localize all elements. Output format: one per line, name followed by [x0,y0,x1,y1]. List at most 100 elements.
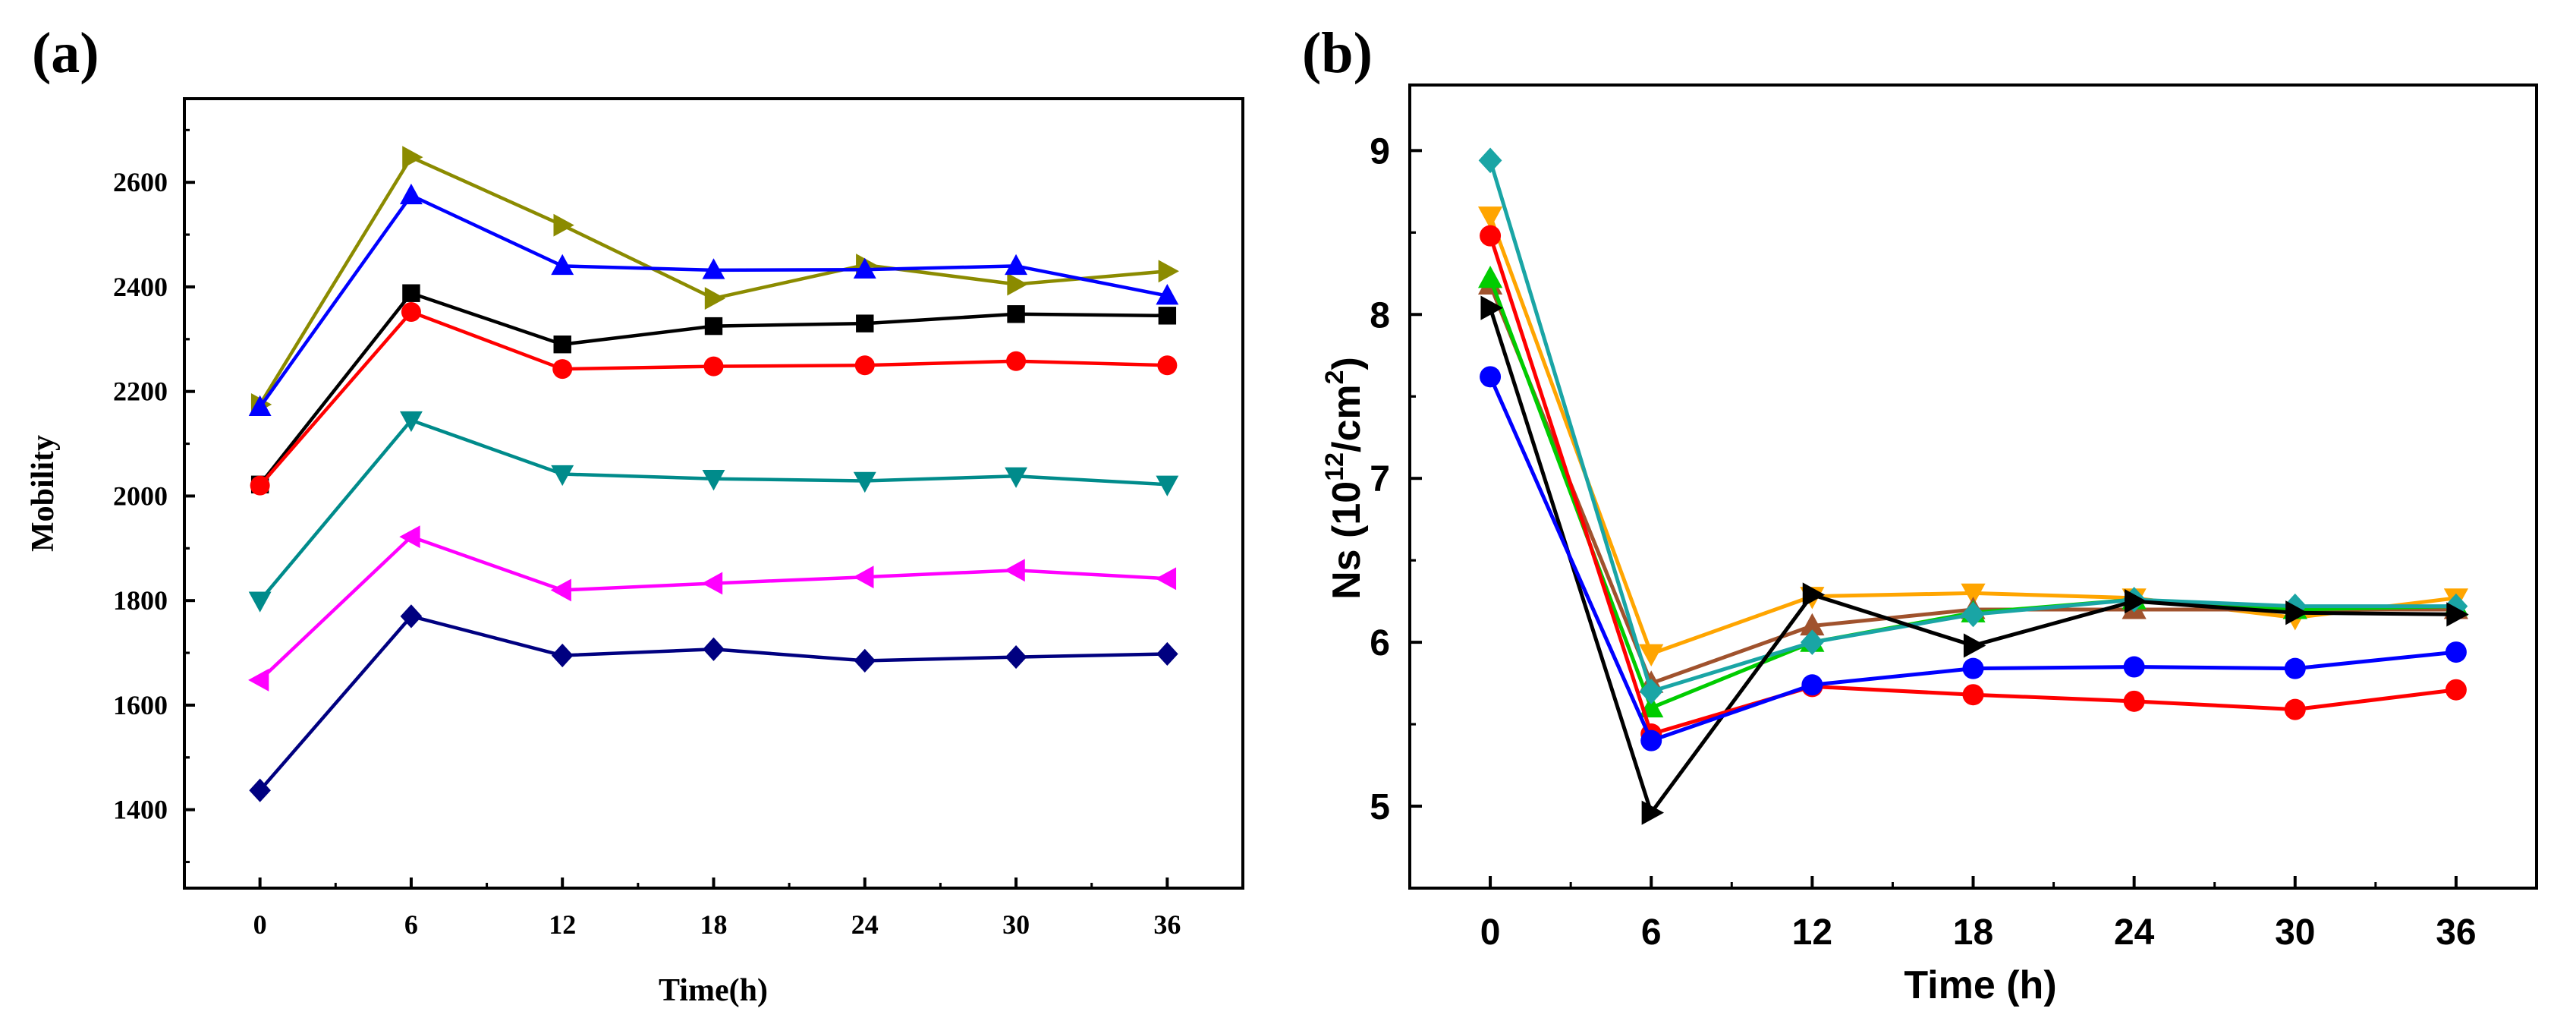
panel-a-y-tick-label: 1600 [113,690,168,720]
panel-a-series-magenta-point [550,578,571,602]
panel-a-y-tick-label: 2400 [113,272,168,302]
panel-a-series-teal-point [1156,475,1179,496]
panel-b-series-black-point [1480,295,1503,320]
panel-a-series-red-line [258,310,1168,487]
panel-b-series-blue-point [1640,729,1662,751]
panel-a-series-magenta-point [701,572,723,595]
panel-b-series-blue-point [2123,656,2145,678]
panel-b-y-axis-label: Ns (1012/cm2) [1320,357,1369,600]
panel-a-series-teal-line [258,418,1168,602]
panel-a-y-tick-label: 1400 [113,795,168,825]
panel-a-series-navy-point [1156,641,1178,666]
panel-a-series-blue-point [1156,284,1179,305]
panel-b-series-blue-point [2445,641,2467,663]
panel-b-series-blue [1480,366,2467,751]
panel-a-plot-frame [183,97,1244,890]
panel-a-x-tick-label: 0 [253,909,267,940]
panel-a-y-axis-label: Mobility [26,435,61,552]
panel-a-series-blue-point [1005,254,1028,276]
panel-b-y-tick-label: 7 [1370,459,1390,499]
panel-a-series-olive-point [1158,260,1179,283]
panel-a-series-blue-point [248,395,272,417]
panel-b-y-label-unit-exponent: 2 [1320,370,1349,384]
panel-a-series-blue [248,183,1179,417]
panel-a-x-axis-label: Time(h) [659,973,768,1008]
panel-a-series-black-point [553,336,571,354]
panel-b-x-tick-label: 18 [1953,912,1993,953]
panel-b-series-black-point [2125,589,2147,614]
panel-b-series-cyan-point [1961,601,1985,628]
panel-a-series-red-point [854,355,875,376]
panel-b-x-tick-label: 12 [1792,912,1832,953]
panel-b-series-orange-point [1639,644,1664,667]
panel-b-series-brown-point [1800,613,1825,636]
panel-a-series-magenta [248,525,1177,692]
panel-b-series-black-point [1963,633,1986,658]
panel-a-series-black-point [1158,307,1177,325]
panel-a-series-olive-point [553,213,574,237]
panel-b-ticks: 0 6 12 18 24 30 36 5 6 7 8 9 [1370,131,2476,953]
panel-a-series-teal-point [1005,467,1028,488]
panel-b-y-tick-label: 9 [1370,131,1390,172]
panel-b-x-tick-label: 24 [2114,912,2155,953]
panel-b-series-red-point [2445,679,2467,701]
panel-b-series-red-point [1480,225,1502,247]
panel-b-label: (b) [1302,21,1373,85]
panel-a-series-teal-point [399,411,423,433]
panel-a-series-teal-point [853,471,876,493]
panel-a-series-olive-point [704,287,726,310]
panel-a-series-red-point [703,356,724,377]
panel-a-series-red-point [1157,355,1178,376]
panel-b-series-black-point [1641,800,1665,825]
panel-a-series-navy-point [703,637,725,661]
panel-a-series-blue-point [399,183,423,205]
panel-b-series-black-point [2285,600,2308,625]
panel-b-plot-frame [1408,83,2538,890]
panel-b-series-black [1480,295,2469,825]
panel-b-series-red-point [1962,684,1984,706]
panel-a-series-navy-point [400,604,423,629]
panel-a-series-teal-point [551,465,574,487]
panel-b-x-tick-label: 30 [2275,912,2315,953]
panel-a-series-red-point [552,359,573,380]
panel-a-series-black-point [856,314,874,332]
panel-a-series-blue-point [853,257,876,279]
panel-a-series-black-point [704,317,723,336]
panel-a-series-magenta-point [853,566,874,589]
panel-a-series-magenta-point [248,668,269,692]
panel-a-series-black [250,284,1177,493]
panel-a-y-tick-label: 2600 [113,167,168,197]
panel-b-x-tick-label: 36 [2436,912,2476,953]
panel-b-series-black-point [1802,582,1826,607]
panel-a-series-red [250,302,1178,496]
panel-b-series [1477,147,2469,825]
panel-a-series-red-point [250,475,270,496]
panel-b-series-blue-point [2284,657,2306,679]
panel-a-series-navy-point [1005,644,1027,670]
panel-a-x-tick-label: 18 [700,909,728,940]
panel-a-series-navy-point [249,778,271,802]
panel-a-x-tick-label: 24 [851,909,879,940]
panel-b-series-cyan-point [1478,147,1502,174]
panel-a-series-navy-point [854,648,876,673]
panel-a-ticks: 0 6 12 18 24 30 36 1400 1600 1800 2000 2200 2400 2600 [113,128,1181,940]
panel-a-series-blue-point [702,258,725,279]
panel-b-series-black-point [2446,602,2469,627]
panel-b-series-blue-point [1801,674,1823,696]
panel-b-y-label-exponent: 12 [1320,452,1349,481]
panel-a-series-red-point [1006,351,1027,371]
panel-b-series-red-point [2123,690,2145,712]
panel-b-y-tick-label: 5 [1370,787,1390,827]
panel-a-y-tick-label: 2000 [113,480,168,511]
panel-a-x-tick-label: 30 [1002,909,1030,940]
panel-a-series-red-point [401,302,421,323]
panel-a: (a) 0 6 12 18 24 30 36 1400 1600 1800 2000 2200 2400… [26,21,1244,1008]
panel-a-series-magenta-point [1155,567,1177,591]
panel-b-y-label-close: ) [1325,357,1369,370]
panel-a-series-olive-point [1007,273,1028,296]
panel-a-series-navy [249,604,1178,802]
panel-a-series-teal-point [248,591,272,613]
panel-b-series-brown [1477,272,2469,693]
panel-b-x-tick-label: 6 [1641,912,1662,953]
